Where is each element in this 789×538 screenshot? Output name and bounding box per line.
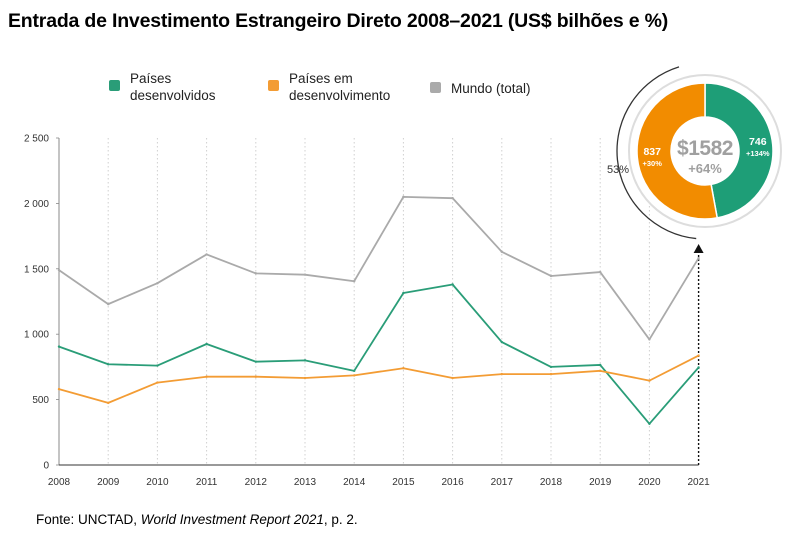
x-tick-label-2016: 2016: [441, 477, 464, 488]
y-tick-label-0: 0: [43, 461, 49, 472]
source-publication: World Investment Report 2021: [140, 512, 324, 527]
donut-label-developing: 837: [643, 146, 661, 158]
point-países-em-desenvolvimento-2019: [599, 369, 602, 373]
point-países-desenvolvidos-2021: [697, 366, 700, 369]
point-mundo-total-2008: [57, 268, 61, 272]
point-países-desenvolvidos-2012: [254, 360, 257, 363]
series-line-mundo-total: [58, 195, 700, 341]
point-países-em-desenvolvimento-2010: [156, 381, 159, 384]
point-países-desenvolvidos-2018: [549, 365, 553, 369]
point-mundo-total-2014: [353, 280, 356, 283]
legend-swatch-developing: [268, 80, 279, 91]
x-tick-label-2014: 2014: [343, 477, 366, 488]
point-países-em-desenvolvimento-2012: [254, 375, 257, 378]
highlight-arrow-2021: [693, 244, 704, 253]
legend-label-world: Mundo (total): [451, 80, 531, 97]
grid-lines: [107, 138, 650, 465]
point-países-desenvolvidos-2020: [648, 422, 651, 425]
point-mundo-total-2015: [402, 195, 405, 199]
series-lines: [57, 195, 700, 425]
x-tick-label-2012: 2012: [245, 477, 268, 488]
donut-total-change: +64%: [688, 161, 722, 176]
legend-swatch-developed: [109, 80, 120, 91]
legend-label-developed-line2: desenvolvidos: [130, 88, 216, 103]
donut-slice-developed: [704, 82, 774, 219]
point-países-em-desenvolvimento-2021: [697, 354, 700, 357]
point-países-em-desenvolvimento-2016: [451, 376, 454, 380]
donut-change-developing: +30%: [643, 159, 663, 168]
point-países-em-desenvolvimento-2008: [57, 387, 61, 391]
source-prefix: Fonte: UNCTAD,: [36, 512, 141, 527]
donut-share: 53%: [607, 164, 629, 176]
legend-label-developed: Países desenvolvidos: [130, 70, 216, 104]
x-tick-label-2013: 2013: [294, 477, 317, 488]
donut-change-developed: +134%: [746, 149, 770, 158]
point-países-desenvolvidos-2010: [156, 364, 159, 367]
x-tick-label-2021: 2021: [687, 477, 710, 488]
source-note: Fonte: UNCTAD, World Investment Report 2…: [36, 512, 358, 527]
point-países-em-desenvolvimento-2017: [500, 372, 503, 376]
x-tick-label-2008: 2008: [48, 477, 71, 488]
series-line-países-desenvolvidos: [58, 283, 700, 425]
donut-label-developed: 746: [749, 136, 767, 148]
point-países-em-desenvolvimento-2009: [107, 401, 110, 405]
x-tick-label-2017: 2017: [491, 477, 514, 488]
point-mundo-total-2018: [549, 274, 553, 278]
legend-label-developing: Países em desenvolvimento: [289, 70, 390, 104]
y-tick-label-500: 500: [32, 395, 49, 406]
y-tick-label-2000: 2 000: [24, 199, 49, 210]
donut-inset: 746+134% 837+30% $1582+64% 53%: [607, 66, 782, 240]
source-suffix: , p. 2.: [323, 512, 358, 527]
point-mundo-total-2012: [254, 272, 257, 275]
legend-label-developing-line2: desenvolvimento: [289, 88, 391, 103]
y-tick-label-1500: 1 500: [24, 264, 49, 275]
point-países-desenvolvidos-2008: [57, 345, 61, 348]
legend-label-developed-line1: Países: [130, 71, 172, 86]
point-países-em-desenvolvimento-2018: [549, 372, 553, 376]
point-países-desenvolvidos-2015: [402, 291, 405, 295]
point-países-desenvolvidos-2013: [303, 359, 307, 362]
point-mundo-total-2011: [205, 253, 208, 256]
series-line-países-em-desenvolvimento: [58, 354, 700, 404]
x-tick-label-2010: 2010: [146, 477, 169, 488]
legend-swatch-world: [430, 82, 441, 93]
donut-total: $1582: [677, 137, 733, 160]
point-mundo-total-2019: [599, 270, 602, 274]
point-mundo-total-2010: [156, 281, 159, 285]
x-tick-label-2020: 2020: [638, 477, 661, 488]
y-tick-label-2500: 2 500: [24, 134, 49, 145]
point-mundo-total-2009: [107, 302, 110, 306]
chart-title: Entrada de Investimento Estrangeiro Dire…: [8, 10, 669, 32]
point-mundo-total-2020: [648, 338, 651, 341]
x-tick-label-2011: 2011: [196, 477, 218, 488]
x-tick-label-2015: 2015: [392, 477, 415, 488]
point-mundo-total-2017: [500, 250, 503, 253]
point-países-desenvolvidos-2016: [451, 283, 454, 286]
point-países-em-desenvolvimento-2011: [205, 375, 208, 378]
point-países-desenvolvidos-2011: [205, 342, 208, 346]
point-países-em-desenvolvimento-2014: [353, 374, 356, 377]
donut-slice-developing: [636, 82, 719, 220]
point-países-em-desenvolvimento-2015: [402, 367, 405, 370]
point-países-desenvolvidos-2014: [353, 369, 356, 373]
point-mundo-total-2021: [697, 256, 700, 260]
point-países-em-desenvolvimento-2020: [648, 379, 651, 382]
point-países-desenvolvidos-2019: [599, 363, 602, 367]
point-países-em-desenvolvimento-2013: [303, 376, 307, 380]
axes: 2008 2009 2010 2011 2012 2013 2014 2015 2016 2017…: [24, 134, 710, 489]
x-tick-label-2009: 2009: [97, 477, 120, 488]
donut-bracket-arc: [616, 66, 697, 240]
legend-label-developing-line1: Países em: [289, 71, 353, 86]
x-tick-label-2018: 2018: [540, 477, 563, 488]
legend-label-world-line1: Mundo (total): [451, 81, 531, 96]
point-mundo-total-2013: [303, 273, 307, 276]
y-tick-label-1000: 1 000: [24, 330, 49, 341]
point-países-desenvolvidos-2017: [500, 340, 503, 344]
point-países-desenvolvidos-2009: [107, 363, 110, 366]
x-tick-label-2019: 2019: [589, 477, 612, 488]
point-mundo-total-2016: [451, 196, 454, 200]
